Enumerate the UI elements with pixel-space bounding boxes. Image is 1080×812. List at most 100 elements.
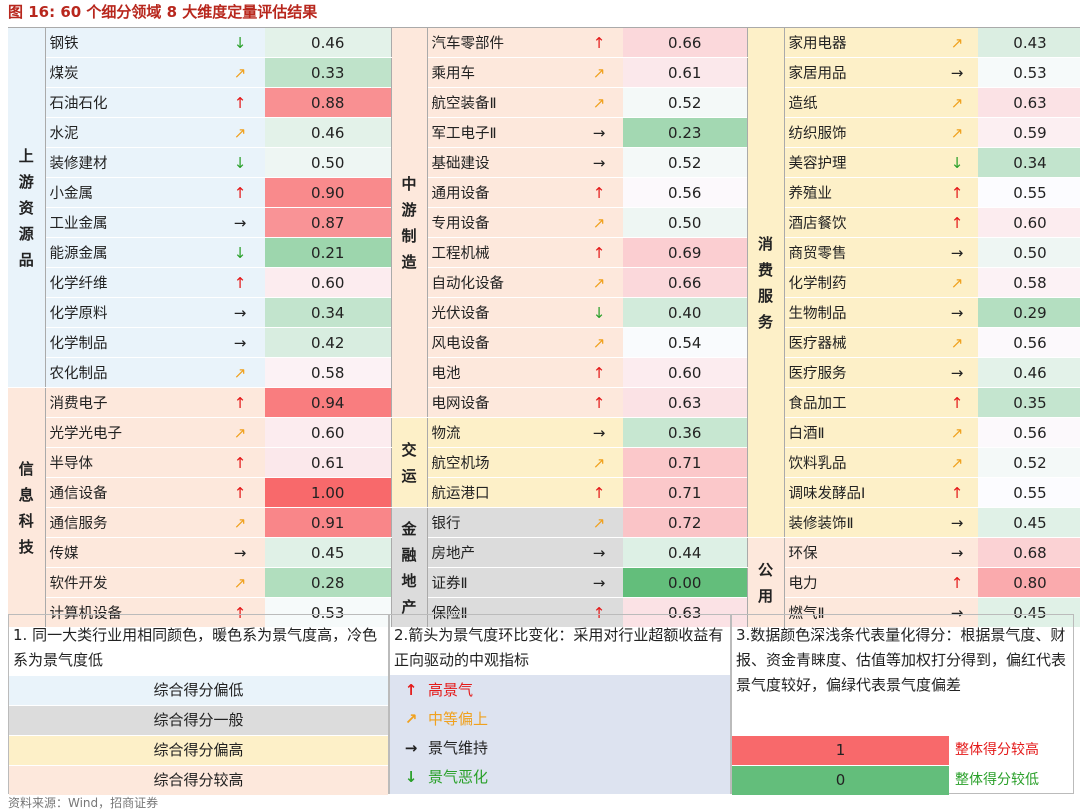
score-cell: 0.66 xyxy=(623,27,747,58)
score-cell: 0.88 xyxy=(265,87,391,118)
industry-name: 造纸 xyxy=(784,87,936,118)
industry-name: 纺织服饰 xyxy=(784,117,936,148)
score-cell: 0.34 xyxy=(978,147,1080,178)
category-label: 消费服务 xyxy=(746,27,785,538)
legend-arrow-item: ↓ 景气恶化 xyxy=(390,763,730,792)
industry-name: 电力 xyxy=(784,567,936,598)
trend-up-icon: ↑ xyxy=(936,567,978,598)
score-cell: 0.52 xyxy=(623,147,747,178)
score-cell: 0.45 xyxy=(978,507,1080,538)
industry-name: 电池 xyxy=(427,357,575,388)
arrow-flat-icon: → xyxy=(404,739,418,757)
industry-name: 小金属 xyxy=(45,177,215,208)
score-cell: 0.61 xyxy=(623,57,747,88)
industry-name: 煤炭 xyxy=(45,57,215,88)
legend-arrow-label: 景气恶化 xyxy=(428,768,489,786)
industry-name: 环保 xyxy=(784,537,936,568)
table-row: 计算机设备 ↑ 0.53 保险Ⅱ ↑ 0.63 燃气Ⅱ → 0.45 xyxy=(8,597,1080,628)
score-cell: 0.63 xyxy=(623,387,747,418)
trend-up-icon: ↑ xyxy=(215,447,265,478)
table-row: 能源金属 ↓ 0.21 工程机械 ↑ 0.69 商贸零售 → 0.50 xyxy=(8,237,1080,268)
score-cell: 0.45 xyxy=(265,537,391,568)
score-cell: 0.53 xyxy=(978,57,1080,88)
industry-name: 化学原料 xyxy=(45,297,215,328)
table-row: 石油石化 ↑ 0.88 航空装备Ⅱ ↗ 0.52 造纸 ↗ 0.63 xyxy=(8,87,1080,118)
score-cell: 0.50 xyxy=(623,207,747,238)
trend-flat-icon: → xyxy=(215,537,265,568)
trend-up-icon: ↑ xyxy=(215,477,265,508)
industry-name: 工业金属 xyxy=(45,207,215,238)
industry-name: 装修装饰Ⅱ xyxy=(784,507,936,538)
score-cell: 0.59 xyxy=(978,117,1080,148)
scale-low-label: 整体得分较低 xyxy=(955,772,1039,788)
table-row: 化学制品 → 0.42 风电设备 ↗ 0.54 医疗器械 ↗ 0.56 xyxy=(8,327,1080,358)
table-row: 农化制品 ↗ 0.58 电池 ↑ 0.60 医疗服务 → 0.46 xyxy=(8,357,1080,388)
industry-name: 农化制品 xyxy=(45,357,215,388)
trend-mid-icon: ↗ xyxy=(575,87,623,118)
score-cell: 0.80 xyxy=(978,567,1080,598)
legend-arrows-text: 2.箭头为景气度环比变化：采用对行业超额收益有正向驱动的中观指标 xyxy=(394,626,724,669)
table-row: 光学光电子 ↗ 0.60 交运 物流 → 0.36 白酒Ⅱ ↗ 0.56 xyxy=(8,417,1080,508)
trend-down-icon: ↓ xyxy=(215,147,265,178)
legend-arrow-label: 景气维持 xyxy=(428,739,489,757)
industry-name: 生物制品 xyxy=(784,297,936,328)
trend-mid-icon: ↗ xyxy=(575,507,623,538)
score-cell: 0.54 xyxy=(623,327,747,358)
score-cell: 0.63 xyxy=(623,597,747,628)
score-cell: 0.60 xyxy=(623,357,747,388)
industry-name: 家居用品 xyxy=(784,57,936,88)
industry-name: 航运港口 xyxy=(427,477,575,508)
category-label: 金融地产 xyxy=(390,507,428,628)
industry-name: 物流 xyxy=(427,417,575,448)
trend-mid-icon: ↗ xyxy=(936,417,978,448)
legend-arrow-label: 中等偏上 xyxy=(428,710,489,728)
scale-high-swatch: 1 xyxy=(732,736,949,765)
score-cell: 0.50 xyxy=(265,147,391,178)
trend-flat-icon: → xyxy=(575,567,623,598)
industry-name: 白酒Ⅱ xyxy=(784,417,936,448)
trend-mid-icon: ↗ xyxy=(575,327,623,358)
scale-high-label: 整体得分较高 xyxy=(955,742,1039,758)
score-cell: 0.52 xyxy=(978,447,1080,478)
trend-up-icon: ↑ xyxy=(215,267,265,298)
table-row: 水泥 ↗ 0.46 军工电子Ⅱ → 0.23 纺织服饰 ↗ 0.59 xyxy=(8,117,1080,148)
industry-name: 家用电器 xyxy=(784,27,936,58)
trend-up-icon: ↑ xyxy=(575,387,623,418)
industry-name: 航空机场 xyxy=(427,447,575,478)
category-label: 交运 xyxy=(390,417,428,508)
score-cell: 0.66 xyxy=(623,267,747,298)
table-row: 传媒 → 0.45 房地产 → 0.44 公用 环保 → 0.68 xyxy=(8,537,1080,628)
trend-mid-icon: ↗ xyxy=(215,357,265,388)
category-label: 公用 xyxy=(746,537,785,628)
score-cell: 0.60 xyxy=(265,267,391,298)
score-cell: 0.94 xyxy=(265,387,391,418)
score-cell: 0.61 xyxy=(265,447,391,478)
legend-score-scale-text: 3.数据颜色深浅条代表量化得分：根据景气度、财报、资金青睐度、估值等加权打分得到… xyxy=(736,626,1067,694)
trend-mid-icon: ↗ xyxy=(575,447,623,478)
industry-name: 石油石化 xyxy=(45,87,215,118)
industry-name: 医疗服务 xyxy=(784,357,936,388)
industry-name: 乘用车 xyxy=(427,57,575,88)
industry-name: 军工电子Ⅱ xyxy=(427,117,575,148)
industry-name: 能源金属 xyxy=(45,237,215,268)
evaluation-table: 上游资源品 钢铁 ↓ 0.46 中游制造 汽车零部件 ↑ 0.66 消费服务 家用电器 ↗ 0.43 煤… xyxy=(8,27,1080,628)
legend-color-groups: 1. 同一大类行业用相同颜色，暖色系为景气度高，冷色系为景气度低 综合得分偏低综… xyxy=(8,614,389,795)
industry-name: 专用设备 xyxy=(427,207,575,238)
trend-down-icon: ↓ xyxy=(215,237,265,268)
score-cell: 0.55 xyxy=(978,177,1080,208)
scale-high: 1 整体得分较高 xyxy=(732,735,1073,765)
score-cell: 0.42 xyxy=(265,327,391,358)
score-cell: 0.53 xyxy=(265,597,391,628)
industry-name: 房地产 xyxy=(427,537,575,568)
score-cell: 0.56 xyxy=(978,327,1080,358)
table-row: 化学原料 → 0.34 光伏设备 ↓ 0.40 生物制品 → 0.29 xyxy=(8,297,1080,328)
trend-flat-icon: → xyxy=(936,57,978,88)
score-cell: 0.46 xyxy=(265,117,391,148)
trend-flat-icon: → xyxy=(215,207,265,238)
table-row: 信息科技 消费电子 ↑ 0.94 电网设备 ↑ 0.63 食品加工 ↑ 0.35 xyxy=(8,387,1080,628)
industry-name: 水泥 xyxy=(45,117,215,148)
table-row: 通信设备 ↑ 1.00 航运港口 ↑ 0.71 调味发酵品Ⅰ ↑ 0.55 xyxy=(8,477,1080,508)
score-cell: 0.34 xyxy=(265,297,391,328)
legend-arrows: 2.箭头为景气度环比变化：采用对行业超额收益有正向驱动的中观指标 ↑ 高景气 ↗ 中等… xyxy=(389,614,731,794)
industry-name: 化学纤维 xyxy=(45,267,215,298)
